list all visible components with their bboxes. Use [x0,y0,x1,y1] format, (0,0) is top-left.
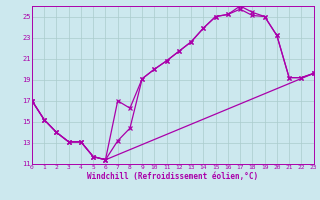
X-axis label: Windchill (Refroidissement éolien,°C): Windchill (Refroidissement éolien,°C) [87,172,258,181]
